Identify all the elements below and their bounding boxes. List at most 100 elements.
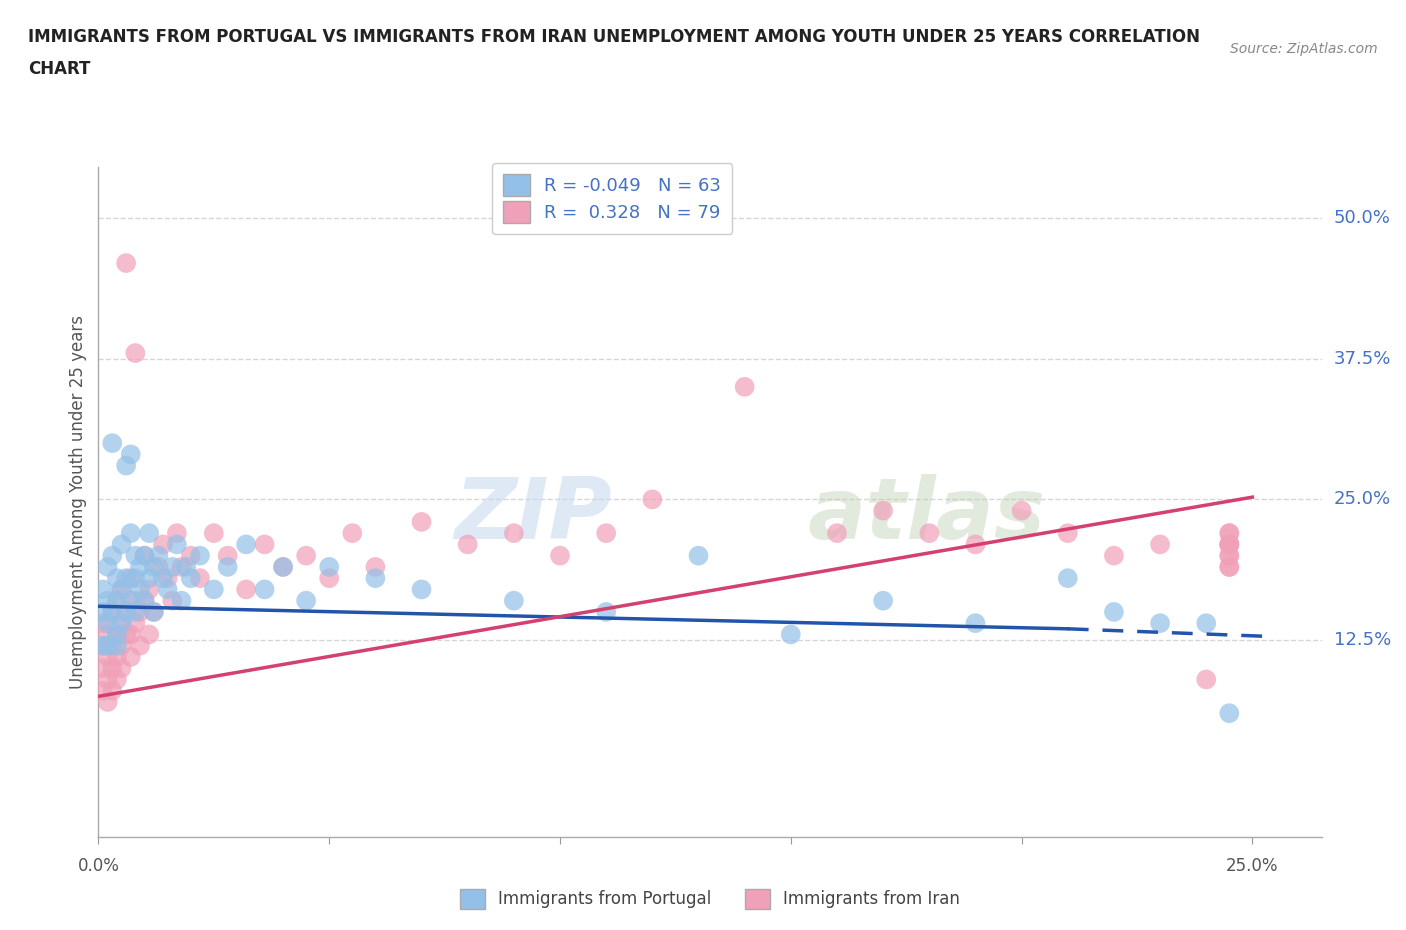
- Point: [1218, 560, 1240, 575]
- Point: [1218, 560, 1240, 575]
- Point: [457, 537, 479, 551]
- Point: [872, 503, 894, 518]
- Point: [120, 593, 142, 608]
- Point: [97, 627, 120, 642]
- Text: Source: ZipAtlas.com: Source: ZipAtlas.com: [1230, 42, 1378, 56]
- Point: [965, 616, 987, 631]
- Point: [152, 537, 174, 551]
- Point: [110, 616, 132, 631]
- Point: [295, 548, 318, 563]
- Point: [253, 537, 276, 551]
- Point: [918, 525, 941, 540]
- Point: [1102, 548, 1125, 563]
- Point: [965, 537, 987, 551]
- Point: [1149, 537, 1171, 551]
- Point: [134, 548, 156, 563]
- Point: [235, 582, 257, 597]
- Point: [97, 560, 120, 575]
- Point: [91, 684, 114, 698]
- Point: [105, 593, 128, 608]
- Point: [734, 379, 756, 394]
- Point: [129, 560, 152, 575]
- Text: atlas: atlas: [808, 474, 1046, 557]
- Point: [91, 638, 114, 653]
- Point: [1218, 537, 1240, 551]
- Point: [110, 582, 132, 597]
- Point: [120, 649, 142, 664]
- Point: [120, 627, 142, 642]
- Text: 50.0%: 50.0%: [1334, 209, 1391, 227]
- Point: [142, 604, 165, 619]
- Point: [217, 560, 239, 575]
- Point: [271, 560, 294, 575]
- Point: [1218, 525, 1240, 540]
- Point: [271, 560, 294, 575]
- Point: [124, 604, 146, 619]
- Point: [779, 627, 801, 642]
- Point: [142, 604, 165, 619]
- Point: [502, 593, 524, 608]
- Text: IMMIGRANTS FROM PORTUGAL VS IMMIGRANTS FROM IRAN UNEMPLOYMENT AMONG YOUTH UNDER : IMMIGRANTS FROM PORTUGAL VS IMMIGRANTS F…: [28, 28, 1201, 46]
- Point: [110, 537, 132, 551]
- Point: [1102, 604, 1125, 619]
- Point: [148, 560, 170, 575]
- Text: ZIP: ZIP: [454, 474, 612, 557]
- Point: [120, 525, 142, 540]
- Point: [101, 684, 124, 698]
- Point: [548, 548, 571, 563]
- Point: [115, 627, 138, 642]
- Point: [411, 582, 433, 597]
- Point: [110, 582, 132, 597]
- Point: [115, 604, 138, 619]
- Point: [295, 593, 318, 608]
- Point: [641, 492, 664, 507]
- Point: [1218, 706, 1240, 721]
- Point: [91, 582, 114, 597]
- Point: [166, 525, 188, 540]
- Point: [105, 627, 128, 642]
- Point: [97, 616, 120, 631]
- Point: [129, 638, 152, 653]
- Point: [124, 593, 146, 608]
- Point: [188, 548, 211, 563]
- Point: [142, 560, 165, 575]
- Text: 37.5%: 37.5%: [1334, 350, 1392, 367]
- Point: [318, 571, 340, 586]
- Point: [253, 582, 276, 597]
- Point: [1195, 672, 1218, 687]
- Point: [124, 548, 146, 563]
- Point: [202, 582, 225, 597]
- Point: [156, 582, 179, 597]
- Point: [1218, 537, 1240, 551]
- Point: [162, 560, 184, 575]
- Point: [364, 560, 387, 575]
- Point: [138, 571, 160, 586]
- Point: [138, 582, 160, 597]
- Point: [138, 627, 160, 642]
- Point: [502, 525, 524, 540]
- Point: [188, 571, 211, 586]
- Point: [595, 604, 617, 619]
- Point: [318, 560, 340, 575]
- Point: [166, 537, 188, 551]
- Point: [129, 604, 152, 619]
- Point: [101, 604, 124, 619]
- Point: [1149, 616, 1171, 631]
- Point: [91, 604, 114, 619]
- Point: [120, 571, 142, 586]
- Point: [1218, 537, 1240, 551]
- Point: [105, 649, 128, 664]
- Point: [688, 548, 710, 563]
- Point: [170, 593, 193, 608]
- Point: [110, 638, 132, 653]
- Point: [174, 560, 197, 575]
- Point: [115, 571, 138, 586]
- Point: [180, 571, 202, 586]
- Point: [134, 593, 156, 608]
- Point: [124, 616, 146, 631]
- Text: 12.5%: 12.5%: [1334, 631, 1391, 649]
- Point: [825, 525, 848, 540]
- Point: [97, 695, 120, 710]
- Point: [411, 514, 433, 529]
- Point: [364, 571, 387, 586]
